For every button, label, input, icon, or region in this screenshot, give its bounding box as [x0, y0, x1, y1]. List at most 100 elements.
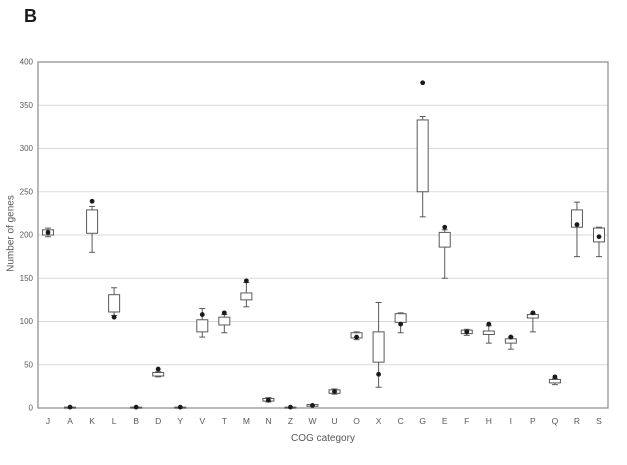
x-tick-label: B: [133, 416, 139, 426]
boxplot-J: [42, 227, 54, 238]
y-tick-label: 150: [20, 274, 34, 283]
boxplot-N: [262, 397, 275, 403]
x-tick-label: S: [596, 416, 602, 426]
boxplot-W: [306, 403, 319, 408]
boxplot-Q: [548, 374, 561, 386]
boxplot-K: [86, 198, 99, 253]
data-point: [89, 198, 95, 204]
data-point: [111, 314, 117, 320]
data-point: [155, 366, 161, 372]
data-point: [464, 329, 470, 335]
data-point: [243, 278, 249, 284]
x-tick-label: U: [331, 416, 337, 426]
boxplot-B: [130, 404, 143, 410]
x-tick-label: N: [265, 416, 271, 426]
x-tick-label: C: [398, 416, 404, 426]
boxplot-V: [196, 308, 209, 338]
x-tick-label: T: [222, 416, 227, 426]
box: [152, 372, 165, 377]
data-point: [442, 224, 448, 230]
x-tick-label: L: [112, 416, 117, 426]
data-point: [45, 230, 51, 235]
x-tick-label: G: [419, 416, 426, 426]
box: [548, 378, 561, 384]
box: [394, 313, 407, 323]
data-point: [552, 374, 558, 380]
data-point: [133, 404, 139, 410]
x-tick-label: R: [574, 416, 580, 426]
data-point: [530, 310, 536, 316]
boxplot-R: [570, 201, 583, 258]
y-tick-label: 0: [29, 404, 34, 413]
y-tick-label: 300: [20, 144, 34, 153]
data-point: [354, 334, 359, 340]
data-point: [67, 404, 73, 410]
x-tick-label: Y: [177, 416, 183, 426]
boxplot-G: [416, 80, 429, 218]
data-point: [596, 234, 602, 240]
x-tick-label: K: [89, 416, 95, 426]
y-tick-label: 50: [24, 360, 33, 369]
x-tick-label: J: [46, 416, 50, 426]
data-point: [221, 310, 227, 316]
boxplot-E: [438, 224, 451, 279]
boxplot-T: [218, 310, 231, 334]
x-tick-label: D: [155, 416, 161, 426]
x-tick-label: X: [376, 416, 382, 426]
boxplot-M: [240, 278, 253, 308]
x-tick-label: F: [464, 416, 469, 426]
boxplot-Z: [284, 404, 297, 410]
panel-label: B: [24, 6, 37, 26]
data-point: [574, 222, 580, 228]
x-tick-label: I: [510, 416, 512, 426]
boxplot-I: [504, 334, 517, 350]
box: [240, 292, 253, 301]
boxplot-P: [526, 310, 539, 333]
data-point: [420, 80, 426, 86]
x-tick-label: Q: [552, 416, 559, 426]
boxplot-F: [460, 328, 473, 336]
data-point: [310, 403, 315, 408]
y-tick-label: 400: [20, 58, 34, 67]
data-point: [398, 321, 404, 327]
boxplot-C: [394, 312, 407, 334]
box: [196, 319, 209, 333]
boxplot-Y: [174, 404, 187, 410]
y-axis-title: Number of genes: [5, 195, 17, 272]
boxplot-H: [482, 321, 495, 344]
x-tick-label: P: [530, 416, 536, 426]
x-tick-label: O: [353, 416, 360, 426]
boxplot-O: [350, 331, 363, 341]
boxplot-X: [372, 301, 385, 388]
boxplot-D: [152, 366, 165, 378]
box: [482, 330, 495, 335]
data-point: [266, 397, 271, 403]
data-point: [288, 404, 293, 410]
boxplot-L: [108, 287, 121, 320]
boxplot-A: [64, 404, 77, 410]
box: [108, 294, 121, 313]
data-point: [486, 321, 492, 327]
y-tick-label: 200: [20, 231, 34, 240]
y-tick-label: 250: [20, 187, 34, 196]
data-point: [508, 334, 514, 340]
box: [570, 209, 583, 228]
x-tick-label: Z: [288, 416, 293, 426]
x-tick-label: E: [442, 416, 448, 426]
y-tick-label: 350: [20, 101, 34, 110]
data-point: [332, 389, 337, 394]
x-tick-label: M: [243, 416, 250, 426]
x-axis-title: COG category: [291, 433, 355, 444]
x-tick-label: A: [67, 416, 73, 426]
box: [416, 119, 429, 193]
boxplot-U: [328, 388, 341, 395]
data-point: [199, 312, 205, 317]
x-tick-label: W: [308, 416, 316, 426]
box: [86, 209, 99, 234]
x-tick-label: H: [486, 416, 492, 426]
box: [438, 231, 451, 248]
data-point: [177, 404, 183, 410]
boxplot-S: [593, 226, 605, 258]
plot-frame: [37, 61, 609, 409]
